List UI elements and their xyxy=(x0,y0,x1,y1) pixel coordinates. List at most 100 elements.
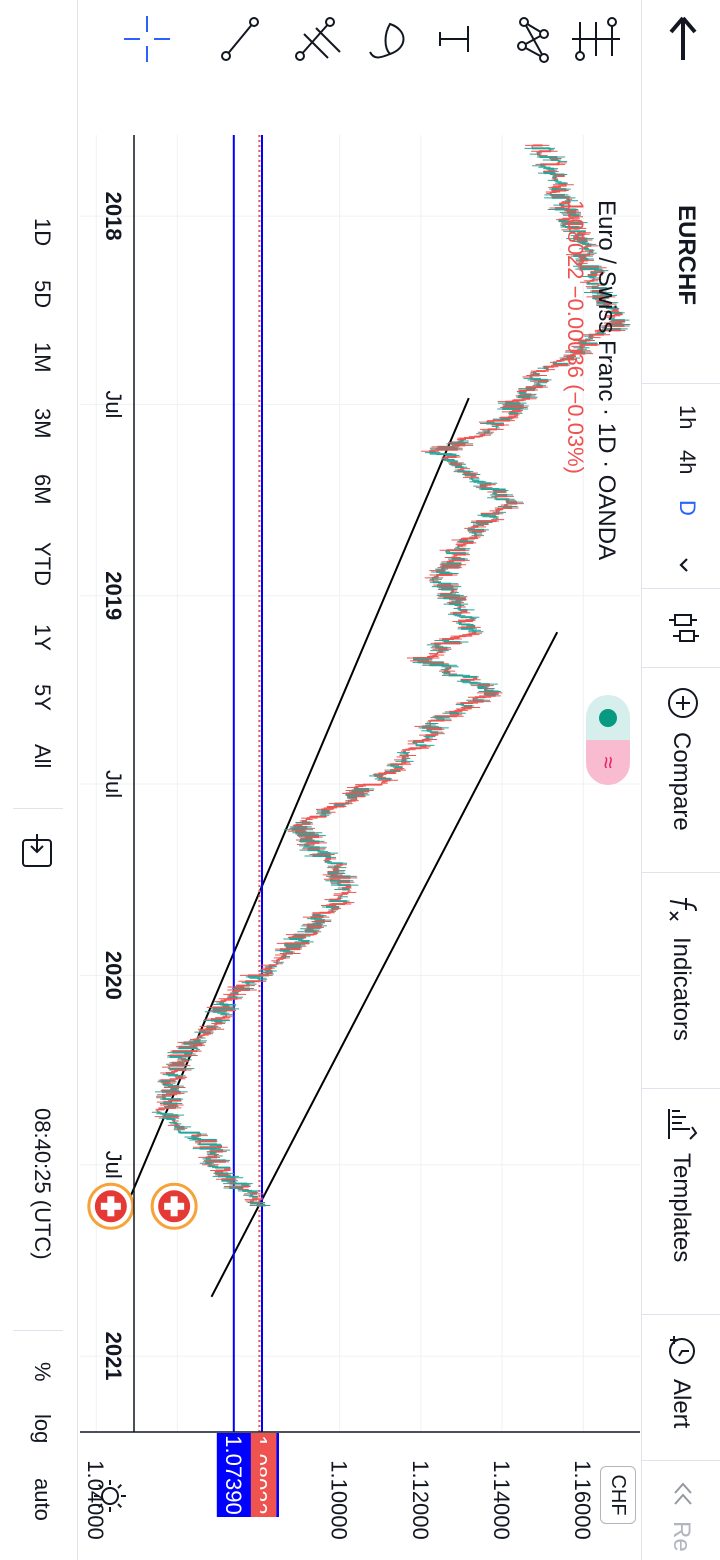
candle xyxy=(574,215,579,218)
range-6m[interactable]: 6M xyxy=(30,474,55,505)
candle xyxy=(347,796,358,799)
log-toggle[interactable]: log xyxy=(30,1414,55,1444)
candle xyxy=(562,223,583,226)
event-markers[interactable] xyxy=(87,1182,198,1230)
goto-date-icon[interactable] xyxy=(17,832,57,872)
range-5y[interactable]: 5Y xyxy=(30,684,55,711)
candle xyxy=(589,279,594,282)
percent-toggle[interactable]: % xyxy=(30,1362,55,1382)
candle xyxy=(442,639,447,642)
candle xyxy=(221,1016,226,1019)
x-tick-label: Jul xyxy=(101,1151,126,1179)
candle xyxy=(471,632,477,635)
templates-button[interactable]: Templates xyxy=(642,1088,720,1332)
candle xyxy=(545,368,549,371)
channel-lines[interactable] xyxy=(129,397,559,1298)
candle xyxy=(341,892,348,895)
candle xyxy=(455,466,464,469)
candle xyxy=(477,686,485,689)
candle xyxy=(236,984,250,987)
auto-toggle[interactable]: auto xyxy=(30,1478,55,1521)
currency-badge[interactable]: CHF xyxy=(600,1466,636,1524)
candle xyxy=(214,1023,216,1026)
indicators-button[interactable]: Indicators xyxy=(642,872,720,1106)
candle xyxy=(234,988,250,991)
chevron-down-icon[interactable] xyxy=(662,552,702,578)
range-ytd[interactable]: YTD xyxy=(30,542,55,586)
candle xyxy=(570,354,576,357)
legend-quote: 1.08022 −0.00036 (−0.03%) xyxy=(563,200,588,475)
candle xyxy=(390,764,395,767)
range-1y[interactable]: 1Y xyxy=(30,624,55,651)
text-tool-icon[interactable] xyxy=(439,26,469,52)
candle xyxy=(557,180,559,183)
range-1d[interactable]: 1D xyxy=(30,218,55,247)
chart-legend: Euro / Swiss Franc · 1D · OANDA 1.08022 … xyxy=(562,200,620,560)
candle xyxy=(457,614,462,617)
channel-line[interactable] xyxy=(210,631,559,1298)
candle xyxy=(605,306,610,309)
candle xyxy=(245,981,250,984)
y-tick-label: 1.16000 xyxy=(570,1460,595,1540)
candle xyxy=(497,508,503,511)
horizontal-lines[interactable] xyxy=(232,135,263,1432)
alert-button[interactable]: Alert xyxy=(642,1314,720,1478)
candle xyxy=(472,479,474,482)
range-all[interactable]: All xyxy=(30,744,55,769)
candle xyxy=(330,910,334,913)
candle xyxy=(178,1047,198,1050)
candle xyxy=(177,1127,185,1130)
pattern-tool-icon[interactable] xyxy=(517,17,549,63)
candle xyxy=(340,894,342,897)
candle xyxy=(345,885,351,888)
price-axis[interactable]: 1.040001.100001.120001.140001.160001.080… xyxy=(80,1431,640,1540)
candle xyxy=(551,190,557,193)
brush-tool-icon[interactable] xyxy=(369,22,405,59)
replay-button[interactable]: Re xyxy=(642,1460,720,1560)
candle xyxy=(331,907,340,910)
top-toolbar: EURCHF 1h 4h D Compare xyxy=(641,0,720,1560)
settings-icon[interactable] xyxy=(90,1476,130,1516)
candle xyxy=(472,700,484,703)
candle xyxy=(458,622,462,625)
range-1m[interactable]: 1M xyxy=(30,342,55,373)
crosshair-icon[interactable] xyxy=(124,16,170,62)
price-tag[interactable]: 1.07390 xyxy=(216,1433,251,1517)
candle xyxy=(536,370,546,373)
fib-tool-icon[interactable] xyxy=(572,17,620,61)
candle xyxy=(355,798,358,801)
candle xyxy=(339,863,343,866)
range-3m[interactable]: 3M xyxy=(30,408,55,439)
candle xyxy=(466,633,472,636)
candle xyxy=(509,412,518,415)
arrow-up-icon[interactable] xyxy=(669,16,697,60)
plus-circle-icon xyxy=(662,686,701,720)
clock-time[interactable]: 08:40:25 (UTC) xyxy=(30,1108,55,1260)
candle xyxy=(615,313,623,316)
candle xyxy=(462,707,466,710)
candle xyxy=(477,522,489,525)
candle xyxy=(538,380,548,383)
candle xyxy=(460,703,464,706)
candle xyxy=(405,754,409,757)
candle xyxy=(461,627,473,630)
chart-type-button[interactable] xyxy=(642,588,720,667)
trend-line-icon[interactable] xyxy=(221,17,259,61)
buy-sell-pill[interactable]: ≈ xyxy=(586,695,630,785)
candle xyxy=(177,1076,183,1079)
candle xyxy=(473,480,484,483)
time-axis[interactable]: 2018 Jul 2019 Jul 2020 Jul 2021 xyxy=(101,135,142,1432)
candle xyxy=(603,324,625,327)
candle xyxy=(523,397,530,400)
range-5d[interactable]: 5D xyxy=(30,280,55,309)
candle xyxy=(229,1182,248,1185)
swiss-flag-event-icon[interactable] xyxy=(150,1182,198,1230)
candle xyxy=(480,514,490,517)
y-tick-label: 1.12000 xyxy=(408,1460,433,1540)
candle xyxy=(333,876,351,879)
channel-line[interactable] xyxy=(129,397,470,1198)
compare-button[interactable]: Compare xyxy=(642,667,720,890)
swiss-flag-event-icon[interactable] xyxy=(87,1182,135,1230)
pitchfork-tool-icon[interactable] xyxy=(295,17,341,61)
